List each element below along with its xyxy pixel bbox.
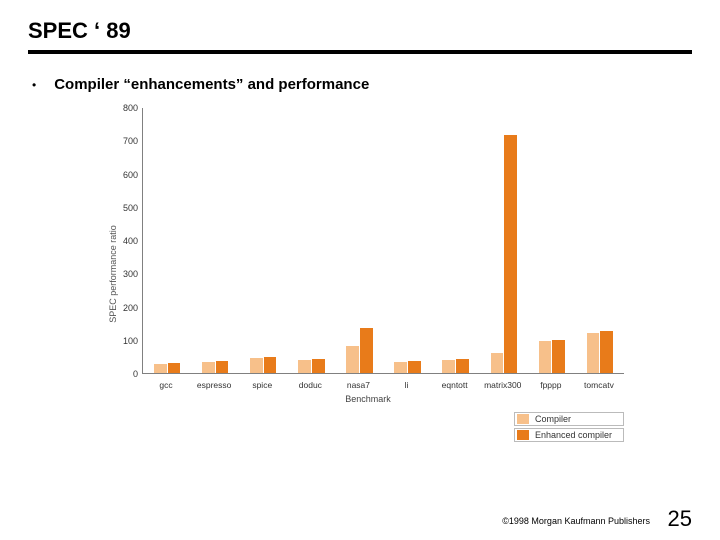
chart-y-tick-label: 200 — [112, 303, 138, 313]
chart-y-tick-label: 800 — [112, 103, 138, 113]
chart-bar — [442, 360, 455, 373]
chart-bar — [456, 359, 469, 373]
chart-y-tick-label: 400 — [112, 236, 138, 246]
chart-x-tick-label: eqntott — [442, 380, 468, 390]
chart-bar — [552, 340, 565, 373]
chart-y-tick-label: 100 — [112, 336, 138, 346]
chart-x-tick-label: tomcatv — [584, 380, 614, 390]
chart-x-tick-label: fpppp — [540, 380, 561, 390]
chart-y-tick-label: 500 — [112, 203, 138, 213]
chart-bar — [202, 362, 215, 373]
chart-bar — [154, 364, 167, 373]
legend-item: Enhanced compiler — [514, 428, 624, 442]
chart-bar — [264, 357, 277, 373]
chart-y-tick-label: 700 — [112, 136, 138, 146]
legend-label: Compiler — [535, 414, 571, 424]
chart-bar — [408, 361, 421, 373]
chart-plot-area — [142, 108, 624, 374]
chart-y-tick-label: 600 — [112, 170, 138, 180]
chart-bar — [539, 341, 552, 373]
chart-bar — [312, 359, 325, 373]
chart-y-tick-label: 0 — [112, 369, 138, 379]
chart-x-tick-label: li — [405, 380, 409, 390]
chart-bar — [250, 358, 263, 373]
chart-legend: Compiler Enhanced compiler — [514, 410, 624, 442]
slide-root: SPEC ‘ 89 • Compiler “enhancements” and … — [0, 0, 720, 540]
chart-bar — [394, 362, 407, 373]
legend-item: Compiler — [514, 412, 624, 426]
chart-bar — [360, 328, 373, 373]
chart-bar — [504, 135, 517, 373]
chart-bar — [346, 346, 359, 373]
slide-title: SPEC ‘ 89 — [28, 18, 692, 44]
bullet-text: Compiler “enhancements” and performance — [54, 76, 369, 93]
chart-bar — [600, 331, 613, 373]
chart-x-tick-label: gcc — [159, 380, 172, 390]
bullet-marker-icon: • — [28, 76, 36, 94]
chart-y-tick-label: 300 — [112, 269, 138, 279]
chart-x-tick-label: doduc — [299, 380, 322, 390]
chart-bar — [491, 353, 504, 373]
legend-label: Enhanced compiler — [535, 430, 612, 440]
chart-x-axis-label: Benchmark — [108, 394, 628, 404]
legend-swatch-icon — [517, 414, 529, 424]
chart-x-tick-label: spice — [252, 380, 272, 390]
chart: SPEC performance ratio Benchmark Compile… — [108, 104, 628, 444]
page-number: 25 — [668, 506, 692, 532]
chart-x-tick-label: nasa7 — [347, 380, 370, 390]
chart-bar — [587, 333, 600, 373]
chart-bar — [298, 360, 311, 373]
chart-bar — [216, 361, 229, 373]
chart-x-tick-label: espresso — [197, 380, 232, 390]
title-rule — [28, 50, 692, 54]
chart-x-tick-label: matrix300 — [484, 380, 521, 390]
bullet-row: • Compiler “enhancements” and performanc… — [28, 76, 692, 94]
legend-swatch-icon — [517, 430, 529, 440]
copyright-text: ©1998 Morgan Kaufmann Publishers — [502, 516, 650, 526]
chart-bar — [168, 363, 181, 373]
